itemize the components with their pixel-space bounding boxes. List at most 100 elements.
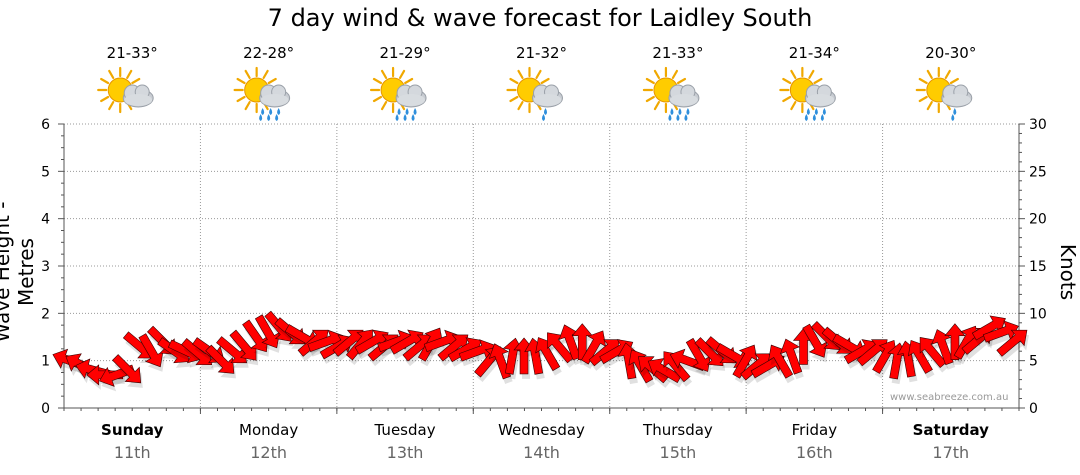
rain-drop: [822, 108, 826, 115]
sun-ray: [653, 69, 661, 79]
sun-ray: [236, 77, 246, 85]
cloud-base: [942, 94, 971, 106]
rain-drop: [267, 114, 271, 121]
y-left-tick-label: 1: [41, 354, 50, 370]
sun-ray: [535, 69, 542, 79]
rain-drop: [544, 108, 547, 115]
sun-ray: [782, 77, 792, 85]
rain-drop: [275, 114, 279, 121]
sun-ray: [372, 95, 383, 103]
rain-drop: [951, 114, 955, 121]
sun-ray: [398, 69, 406, 79]
sun-ray: [380, 69, 388, 79]
y-right-tick-label: 20: [1029, 212, 1047, 228]
rain-drop: [411, 114, 415, 121]
wind-arrow: [694, 337, 724, 367]
partly-cloudy-icon: [97, 66, 154, 114]
day-date: 12th: [250, 443, 288, 462]
day-date: 13th: [386, 443, 424, 462]
rain-drop: [269, 108, 273, 115]
sun-ray: [944, 69, 951, 79]
day-date: 14th: [523, 443, 560, 462]
rain-drop: [277, 108, 281, 115]
wind-arrow: [254, 314, 280, 349]
sun-ray: [267, 77, 277, 85]
day-temperature: 21-33°: [652, 44, 704, 62]
wind-arrow: [685, 337, 711, 372]
rain-drop: [413, 108, 417, 115]
y-right-tick-label: 5: [1029, 354, 1038, 370]
rain-drop: [804, 114, 808, 121]
sun-ray: [517, 101, 524, 111]
sun-ray: [262, 69, 269, 79]
cloud-base: [669, 94, 698, 106]
sun-ray: [131, 77, 141, 85]
sun-ray: [126, 69, 133, 79]
sun-ray: [653, 101, 661, 111]
sun-ray: [676, 77, 687, 85]
light-showers-icon: [506, 66, 563, 121]
sun-ray: [380, 101, 388, 111]
sun-ray: [918, 95, 928, 103]
showers-icon: [642, 66, 700, 121]
y-left-tick-label: 3: [41, 259, 50, 275]
showers-icon: [369, 66, 427, 121]
light-showers-icon: [915, 66, 973, 121]
sun-ray: [244, 101, 251, 111]
cloud-base: [533, 94, 562, 106]
sun-ray: [244, 69, 251, 79]
sun-ray: [540, 77, 550, 85]
sun-ray: [108, 101, 115, 111]
day-name: Thursday: [643, 421, 713, 439]
rain-drop: [395, 114, 399, 121]
y-right-tick-label: 10: [1029, 306, 1047, 322]
sun-ray: [782, 95, 792, 103]
sun-ray: [926, 69, 933, 79]
wind-arrow: [242, 319, 269, 353]
rain-drop: [676, 114, 680, 121]
showers-icon: [233, 66, 291, 121]
day-temperature: 21-32°: [515, 44, 568, 62]
sun-ray: [790, 69, 797, 79]
rain-drop: [820, 114, 824, 121]
rain-drop: [806, 108, 810, 115]
rain-drop: [261, 108, 265, 115]
sun-ray: [236, 95, 246, 103]
rain-drop: [542, 114, 545, 121]
rain-drop: [397, 108, 401, 115]
rain-drop: [670, 108, 674, 115]
sun-ray: [372, 77, 383, 85]
sun-ray: [108, 69, 115, 79]
y-right-tick-label: 0: [1029, 401, 1038, 417]
y-right-tick-label: 15: [1029, 259, 1047, 275]
rain-drop: [405, 108, 409, 115]
day-date: 15th: [659, 443, 697, 462]
day-date: 11th: [113, 443, 151, 462]
cloud-base: [397, 94, 426, 106]
sun-ray: [517, 69, 524, 79]
sun-ray: [918, 77, 928, 85]
wind-arrow: [971, 315, 1006, 341]
sun-ray: [100, 77, 110, 85]
day-temperature: 21-29°: [379, 44, 431, 62]
chart-title: 7 day wind & wave forecast for Laidley S…: [267, 4, 813, 32]
y-left-tick-label: 2: [41, 306, 50, 322]
y-left-tick-label: 5: [41, 164, 50, 180]
sun-ray: [509, 77, 519, 85]
rain-drop: [668, 114, 672, 121]
day-name: Friday: [791, 421, 838, 439]
y-right-tick-label: 25: [1029, 164, 1047, 180]
rain-drop: [684, 114, 688, 121]
showers-icon: [779, 66, 836, 121]
day-temperature: 21-33°: [106, 44, 158, 62]
sun-ray: [926, 101, 933, 111]
rain-drop: [814, 108, 818, 115]
rain-drop: [686, 108, 690, 115]
sun-ray: [100, 95, 110, 103]
wind-arrow: [216, 336, 248, 364]
day-temperature: 22-28°: [243, 44, 295, 62]
rain-drop: [812, 114, 816, 121]
y-left-tick-label: 4: [41, 212, 50, 228]
wind-arrow: [535, 337, 561, 372]
